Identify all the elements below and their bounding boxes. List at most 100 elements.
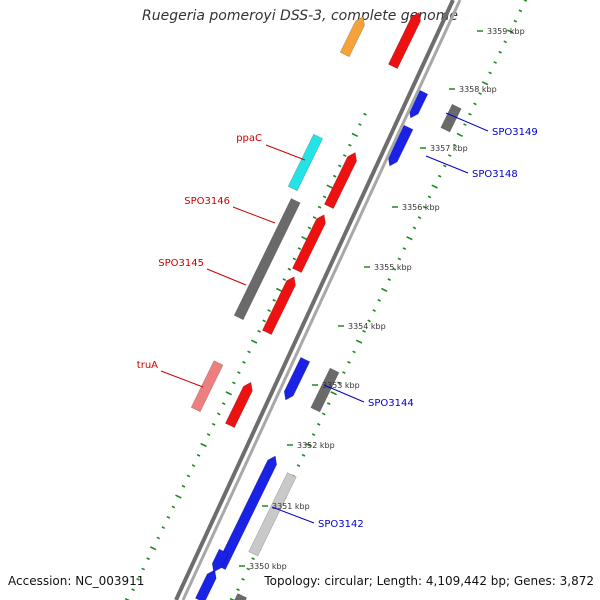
backbone-line-outer bbox=[174, 0, 455, 600]
left-tick-ring bbox=[124, 112, 367, 600]
kbp-label: 3355 kbp bbox=[374, 263, 412, 272]
minor-tick bbox=[488, 71, 492, 75]
kbp-label: 3352 kbp bbox=[297, 441, 335, 450]
minor-tick bbox=[523, 0, 528, 2]
gene-block-blue bbox=[215, 455, 278, 571]
major-tick bbox=[301, 236, 308, 241]
minor-tick bbox=[272, 298, 276, 302]
accession-text: Accession: NC_003911 bbox=[8, 574, 145, 588]
major-tick bbox=[431, 184, 438, 189]
minor-tick bbox=[297, 247, 302, 251]
kbp-label: 3359 kbp bbox=[487, 27, 525, 36]
minor-tick bbox=[196, 453, 201, 457]
minor-tick bbox=[468, 112, 472, 116]
minor-tick bbox=[311, 433, 316, 437]
gene-label-spo3142: SPO3142 bbox=[318, 519, 364, 530]
kbp-label: 3358 kbp bbox=[459, 85, 497, 94]
major-tick bbox=[124, 597, 130, 600]
minor-tick bbox=[296, 464, 301, 468]
gene-leader-line bbox=[232, 206, 276, 224]
minor-tick bbox=[287, 267, 292, 271]
minor-tick bbox=[363, 112, 367, 116]
gene-block-ppac bbox=[287, 133, 324, 192]
minor-tick bbox=[216, 412, 221, 416]
minor-tick bbox=[322, 195, 327, 199]
minor-tick bbox=[267, 309, 271, 313]
gene-block-red bbox=[323, 152, 357, 210]
kbp-label: 3351 kbp bbox=[272, 502, 310, 511]
gene-block-spo3146-spo3145 bbox=[233, 198, 301, 321]
gene-label-trua: truA bbox=[137, 360, 158, 371]
minor-tick bbox=[186, 474, 191, 478]
kbp-scale: 3359 kbp 3358 kbp 3357 kbp 3356 kbp 3355 kbp… bbox=[239, 27, 525, 571]
minor-tick bbox=[246, 567, 250, 571]
genome-title: Ruegeria pomeroyi DSS-3, complete genome bbox=[142, 8, 458, 24]
minor-tick bbox=[417, 216, 422, 220]
genome-backbone bbox=[174, 0, 462, 600]
minor-tick bbox=[387, 278, 392, 282]
gene-leader-line bbox=[323, 384, 365, 403]
minor-tick bbox=[141, 567, 145, 571]
minor-tick bbox=[337, 381, 341, 385]
minor-tick bbox=[352, 350, 356, 354]
minor-tick bbox=[317, 205, 322, 209]
minor-tick bbox=[237, 371, 241, 375]
minor-tick bbox=[498, 50, 502, 54]
gene-label-spo3148: SPO3148 bbox=[472, 169, 518, 180]
minor-tick bbox=[402, 247, 407, 251]
minor-tick bbox=[397, 257, 402, 261]
minor-tick bbox=[316, 422, 321, 426]
minor-tick bbox=[211, 422, 216, 426]
minor-tick bbox=[321, 412, 326, 416]
minor-tick bbox=[312, 216, 317, 220]
major-tick bbox=[250, 339, 258, 344]
major-tick bbox=[200, 442, 207, 448]
minor-tick bbox=[166, 515, 171, 519]
gene-leader-line bbox=[265, 144, 306, 161]
gene-label-spo3145: SPO3145 bbox=[158, 258, 204, 269]
minor-tick bbox=[422, 205, 427, 209]
minor-tick bbox=[236, 588, 240, 592]
minor-tick bbox=[131, 588, 135, 592]
gene-leader-line bbox=[206, 268, 247, 286]
minor-tick bbox=[181, 484, 186, 488]
major-tick bbox=[351, 132, 359, 138]
minor-tick bbox=[332, 174, 337, 178]
minor-tick bbox=[282, 278, 287, 282]
minor-tick bbox=[447, 154, 452, 157]
minor-tick bbox=[473, 102, 477, 106]
minor-tick bbox=[513, 19, 518, 23]
minor-tick bbox=[247, 350, 251, 354]
major-tick bbox=[456, 132, 464, 138]
minor-tick bbox=[161, 526, 166, 530]
minor-tick bbox=[358, 123, 362, 126]
gene-block-blue bbox=[194, 569, 217, 600]
backbone-line-inner bbox=[181, 0, 462, 600]
minor-tick bbox=[342, 154, 347, 157]
major-tick bbox=[507, 29, 514, 34]
gene-label-ppac: ppaC bbox=[236, 133, 262, 144]
gene-block-trua bbox=[190, 360, 224, 413]
minor-tick bbox=[503, 40, 508, 44]
minor-tick bbox=[348, 143, 352, 147]
gene-label-spo3149: SPO3149 bbox=[492, 127, 538, 138]
minor-tick bbox=[221, 402, 226, 406]
minor-tick bbox=[242, 360, 246, 364]
major-tick bbox=[229, 597, 235, 600]
gene-block-red bbox=[387, 12, 421, 70]
gene-block-spo3148 bbox=[387, 124, 414, 167]
major-tick bbox=[406, 236, 413, 241]
kbp-label: 3350 kbp bbox=[249, 562, 287, 571]
minor-tick bbox=[241, 577, 245, 581]
gene-block-red bbox=[261, 276, 296, 336]
gene-leader-line bbox=[160, 370, 204, 388]
minor-tick bbox=[206, 433, 211, 437]
minor-tick bbox=[442, 164, 447, 168]
minor-tick bbox=[493, 61, 497, 64]
major-tick bbox=[225, 391, 233, 396]
gene-block-orange bbox=[339, 16, 365, 58]
gene-block-red bbox=[291, 214, 326, 274]
gene-block-grey bbox=[310, 367, 340, 413]
